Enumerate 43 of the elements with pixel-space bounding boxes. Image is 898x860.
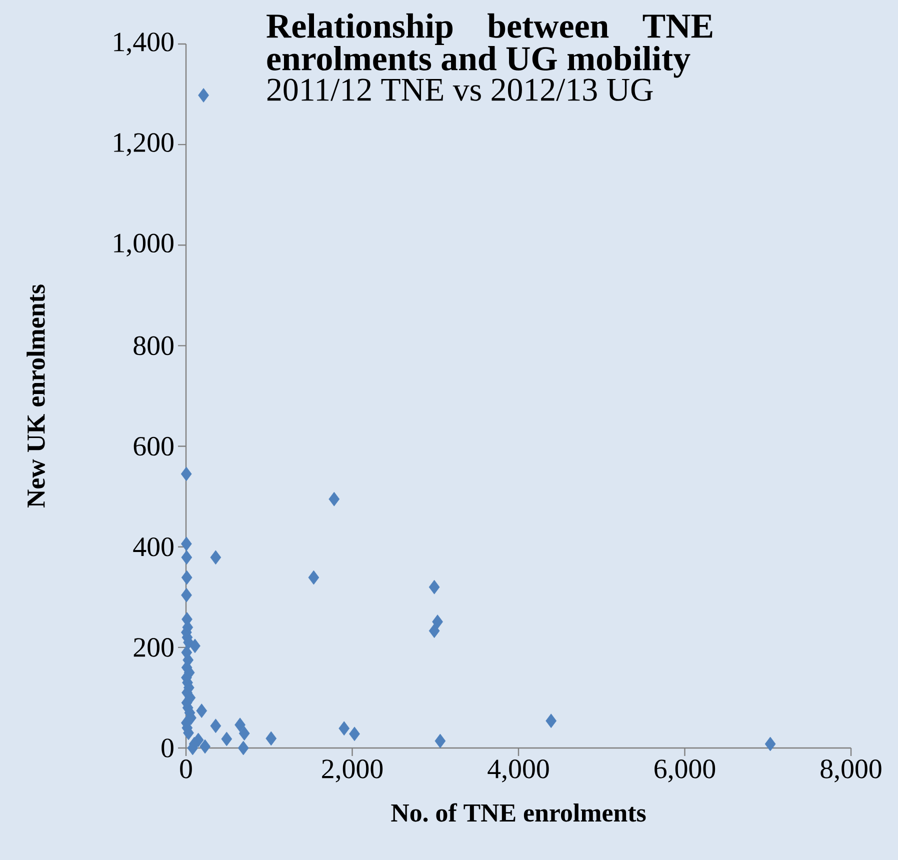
text: 2011/12 TNE vs 2012/13 UG [267, 78, 653, 101]
x-tick-label: 8,000 [820, 760, 882, 782]
point [434, 734, 446, 748]
point [210, 550, 222, 565]
x-tick-label: 2,000 [322, 760, 383, 782]
point [210, 718, 222, 734]
point [428, 624, 440, 638]
point [432, 614, 443, 629]
point [180, 536, 192, 552]
y-tick-label: 0 [162, 738, 174, 758]
point [181, 550, 192, 565]
point [181, 570, 192, 585]
y-tick-label: 800 [134, 336, 174, 356]
point [338, 721, 350, 736]
point [764, 736, 776, 752]
point [546, 714, 557, 728]
x-axis-title: No. of TNE enrolments [391, 803, 646, 822]
x-tick-label: 6,000 [654, 760, 716, 782]
y-tick-label: 1,400 [114, 32, 174, 56]
point [221, 732, 232, 746]
point [238, 740, 249, 756]
point [328, 492, 340, 506]
y-axis-title: New UK enrolments [26, 284, 45, 508]
point [234, 718, 246, 732]
point [180, 466, 192, 482]
y-tick-label: 600 [134, 436, 174, 456]
point [190, 638, 200, 654]
x-tick-label: 4,000 [488, 760, 549, 782]
point [308, 570, 320, 585]
y-tick-label: 200 [134, 638, 174, 657]
point [266, 731, 277, 746]
chart-title: Relationship between TNE enrolments and UG mobility [266, 13, 712, 78]
y-tick-label: 1,200 [114, 133, 174, 156]
point [181, 588, 192, 602]
point [198, 88, 209, 102]
point [196, 704, 208, 718]
y-tick-label: 1,000 [114, 234, 174, 257]
x-tick-label: 0 [180, 760, 192, 778]
point [200, 739, 210, 754]
point [428, 580, 440, 594]
y-tick-label: 400 [133, 537, 174, 556]
point [238, 726, 250, 741]
point [349, 726, 360, 742]
